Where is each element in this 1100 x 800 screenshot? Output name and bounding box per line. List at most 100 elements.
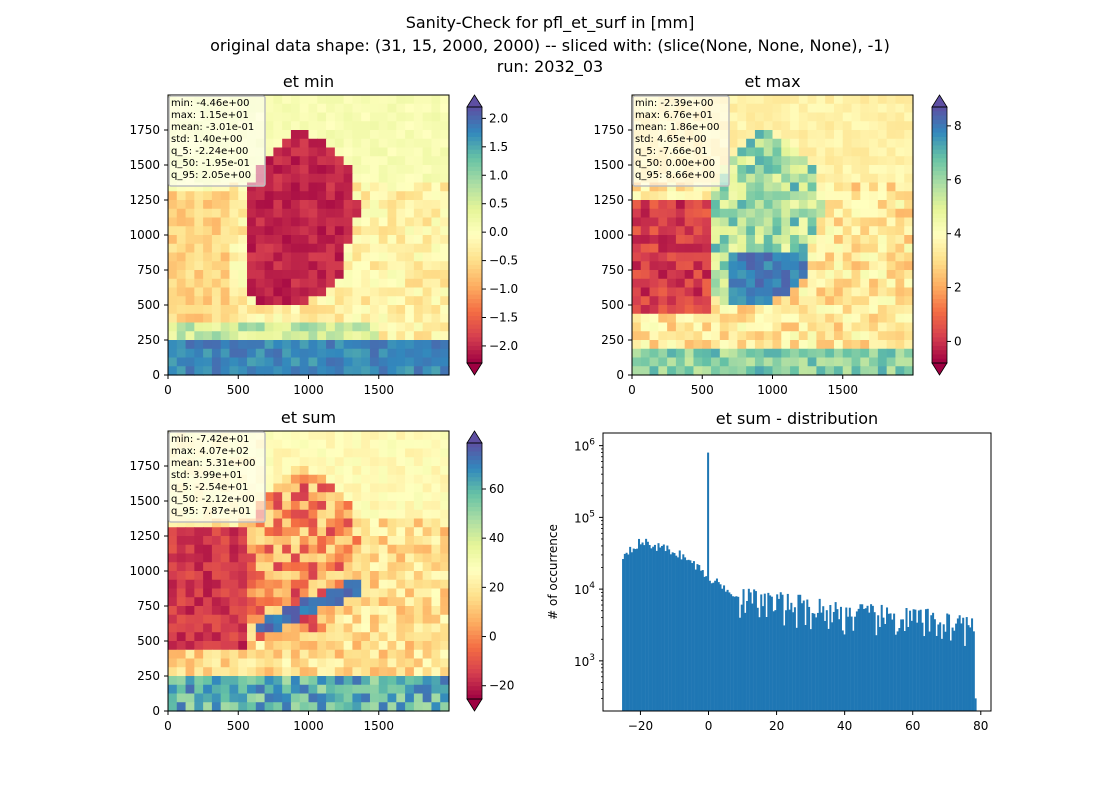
heatmap-cell	[290, 448, 301, 458]
heatmap-cell	[211, 641, 222, 651]
heatmap-cell	[273, 509, 283, 520]
y-tick-label: 750	[601, 263, 624, 277]
heatmap-cell	[273, 165, 283, 175]
heatmap-cell	[675, 348, 686, 359]
heatmap-cell	[667, 243, 677, 254]
heatmap-cell	[877, 331, 888, 341]
heatmap-cell	[825, 348, 835, 359]
heatmap-cell	[754, 217, 765, 227]
colorbar-segment	[932, 222, 947, 228]
heatmap-cell	[763, 112, 774, 122]
heatmap-cell	[326, 571, 336, 581]
heatmap-cell	[247, 357, 257, 367]
heatmap-cell	[719, 191, 730, 201]
heatmap-cell	[440, 147, 450, 157]
heatmap-cell	[326, 200, 336, 210]
heatmap-cell	[361, 509, 371, 520]
histogram-bar	[721, 588, 724, 711]
heatmap-cell	[413, 340, 424, 350]
heatmap-cell	[387, 623, 397, 633]
heatmap-cell	[431, 544, 441, 555]
heatmap-cell	[317, 173, 327, 184]
heatmap-cell	[317, 252, 327, 262]
heatmap-cell	[658, 322, 668, 332]
colorbar-segment	[467, 162, 482, 168]
heatmap-cell	[754, 331, 765, 341]
heatmap-cell	[264, 357, 274, 367]
heatmap-cell	[308, 658, 318, 668]
heatmap-cell	[229, 614, 239, 625]
heatmap-cell	[326, 340, 336, 350]
heatmap-cell	[255, 357, 266, 367]
heatmap-cell	[851, 103, 861, 114]
heatmap-cell	[308, 235, 318, 245]
colorbar-segment	[932, 226, 947, 232]
heatmap-cell	[772, 278, 782, 289]
heatmap-cell	[869, 208, 879, 219]
colorbar-segment	[932, 303, 947, 309]
heatmap-cell	[702, 322, 712, 332]
heatmap-cell	[440, 614, 450, 625]
heatmap-cell	[754, 95, 765, 105]
y-tick-label-exponent: 5	[589, 509, 595, 519]
heatmap-cell	[229, 357, 239, 367]
histogram-bar	[668, 549, 671, 711]
heatmap-cell	[405, 130, 415, 140]
heatmap-cell	[273, 562, 283, 572]
heatmap-cell	[247, 597, 257, 607]
heatmap-cell	[737, 305, 747, 315]
histogram-bar	[836, 609, 839, 711]
heatmap-cell	[220, 191, 231, 201]
heatmap-cell	[396, 252, 406, 262]
heatmap-cell	[798, 121, 809, 131]
heatmap-cell	[369, 623, 380, 633]
heatmap-cell	[904, 305, 914, 315]
heatmap-cell	[387, 165, 397, 175]
colorbar-segment	[467, 443, 482, 448]
heatmap-cell	[702, 331, 712, 341]
colorbar-segment	[467, 652, 482, 657]
histogram-bar	[808, 606, 811, 711]
colorbar-segment	[467, 481, 482, 487]
heatmap-cell	[168, 296, 178, 306]
heatmap-cell	[869, 366, 879, 376]
heatmap-cell	[273, 684, 283, 695]
heatmap-cell	[238, 313, 248, 324]
heatmap-cell	[719, 217, 730, 227]
heatmap-cell	[220, 182, 231, 192]
heatmap-cell	[675, 331, 686, 341]
heatmap-cell	[299, 483, 310, 493]
histogram-bar	[930, 615, 933, 711]
heatmap-cell	[229, 270, 239, 280]
histogram-bar	[880, 604, 883, 711]
histogram-bar	[639, 544, 642, 711]
histogram-bar	[622, 559, 625, 711]
histogram-bar	[956, 618, 959, 711]
heatmap-cell	[825, 366, 835, 376]
heatmap-cell	[781, 173, 791, 184]
heatmap-cell	[299, 579, 310, 590]
heatmap-cell	[798, 182, 809, 192]
heatmap-cell	[860, 313, 870, 324]
heatmap-cell	[667, 278, 677, 289]
heatmap-cell	[282, 632, 292, 642]
heatmap-cell	[299, 431, 310, 441]
heatmap-cell	[334, 95, 345, 105]
heatmap-cell	[334, 252, 345, 262]
heatmap-cell	[369, 492, 380, 502]
heatmap-cell	[343, 130, 354, 140]
heatmap-cell	[763, 103, 774, 114]
heatmap-cell	[220, 340, 231, 350]
heatmap-cell	[352, 348, 362, 359]
x-tick-label: 0	[628, 383, 636, 397]
heatmap-cell	[168, 313, 178, 324]
heatmap-cell	[387, 579, 397, 590]
heatmap-cell	[431, 693, 441, 703]
heatmap-cell	[282, 366, 292, 376]
histogram-bar	[653, 544, 656, 711]
heatmap-cell	[229, 191, 239, 201]
heatmap-cell	[816, 208, 826, 219]
heatmap-cell	[203, 208, 213, 219]
heatmap-cell	[317, 156, 327, 166]
heatmap-cell	[422, 243, 433, 254]
